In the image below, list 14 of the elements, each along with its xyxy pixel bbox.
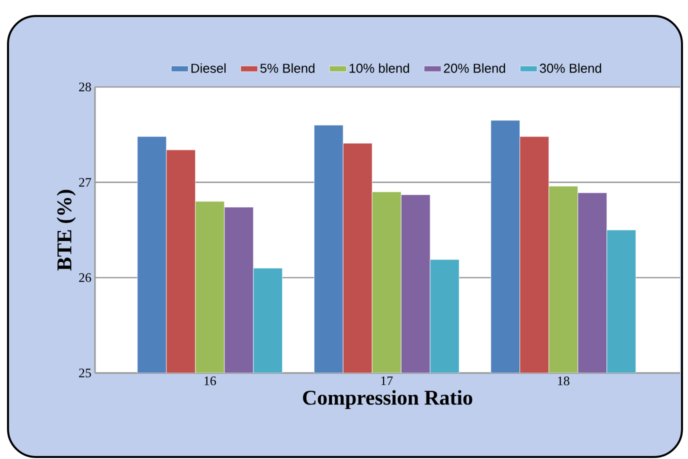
legend-label: Diesel (192, 63, 226, 73)
x-tick-label: 17 (381, 376, 393, 386)
y-tick-label: 26 (79, 273, 92, 282)
y-axis-title: BTE (%) (56, 190, 76, 271)
y-tick-label: 25 (79, 368, 91, 378)
legend-label: 10% blend (350, 63, 410, 73)
legend-label: 20% Blend (444, 63, 506, 73)
y-tick-label: 27 (79, 178, 92, 187)
x-tick-label: 18 (558, 376, 570, 386)
legend-label: 5% Blend (260, 63, 314, 73)
x-tick-label: 16 (204, 376, 216, 386)
x-axis-title: Compression Ratio (302, 390, 472, 410)
y-tick-label: 28 (79, 82, 91, 92)
legend-label: 30% Blend (540, 63, 602, 73)
